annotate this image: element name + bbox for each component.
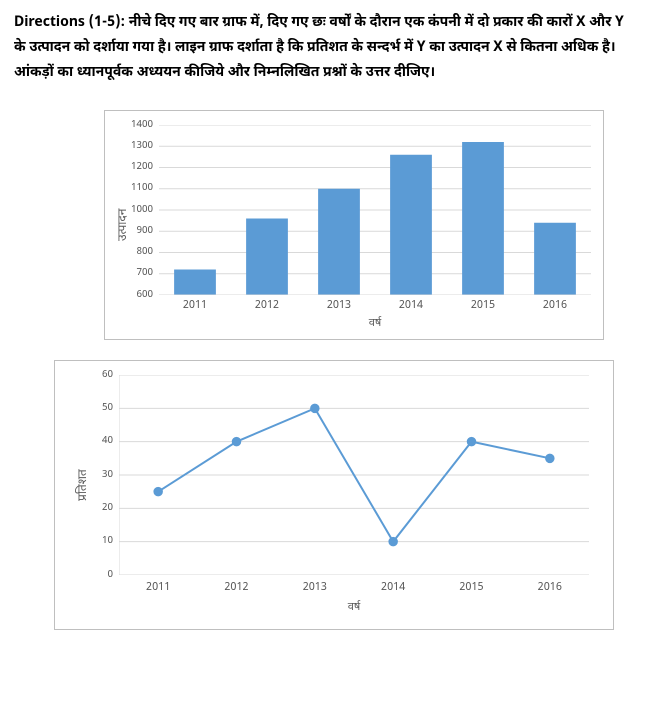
bar-chart-plot [159, 125, 591, 295]
bar-chart-xtick: 2011 [159, 299, 231, 313]
line-chart-xtick: 2012 [197, 581, 275, 595]
bar-chart-ytick: 900 [125, 225, 153, 238]
bar-chart-xtick: 2016 [519, 299, 591, 313]
bar-chart-xtick: 2013 [303, 299, 375, 313]
bar-chart-ytick: 700 [125, 267, 153, 280]
bar-chart-ytick: 1300 [125, 140, 153, 153]
line-chart-xtick: 2014 [354, 581, 432, 595]
bar-chart-ytick: 1100 [125, 182, 153, 195]
bar-chart-ytick: 1400 [125, 119, 153, 132]
line-chart-container: प्रतिशत 0102030405060 201120122013201420… [54, 360, 614, 630]
bar-chart-xticks: 201120122013201420152016 [159, 299, 591, 313]
bar-chart-ytick: 1200 [125, 161, 153, 174]
bar-chart-xtick: 2015 [447, 299, 519, 313]
bar-chart-xtick: 2012 [231, 299, 303, 313]
line-chart-ytick: 50 [89, 402, 113, 415]
line-chart-ytick: 0 [89, 569, 113, 582]
line-chart-ytick: 60 [89, 369, 113, 382]
line-chart-ytick: 20 [89, 502, 113, 515]
line-chart-xtick: 2011 [119, 581, 197, 595]
bar-chart-ytick: 1000 [125, 204, 153, 217]
line-chart-xtick: 2016 [511, 581, 589, 595]
line-chart-xtick: 2015 [432, 581, 510, 595]
bar-chart-xtick: 2014 [375, 299, 447, 313]
line-chart-plot [119, 375, 589, 575]
bar-chart-xlabel: वर्ष [159, 317, 591, 331]
bar-chart-ytick: 800 [125, 246, 153, 259]
line-chart-ytick: 40 [89, 435, 113, 448]
line-chart-xlabel: वर्ष [119, 601, 589, 615]
line-chart-ytick: 30 [89, 469, 113, 482]
line-chart-xticks: 201120122013201420152016 [119, 581, 589, 595]
directions-text: Directions (1-5): नीचे दिए गए बार ग्राफ … [14, 10, 635, 86]
line-chart-xtick: 2013 [276, 581, 354, 595]
bar-chart-ytick: 600 [125, 289, 153, 302]
bar-chart-container: उत्पादन 60070080090010001100120013001400… [104, 110, 604, 340]
line-chart-ytick: 10 [89, 535, 113, 548]
